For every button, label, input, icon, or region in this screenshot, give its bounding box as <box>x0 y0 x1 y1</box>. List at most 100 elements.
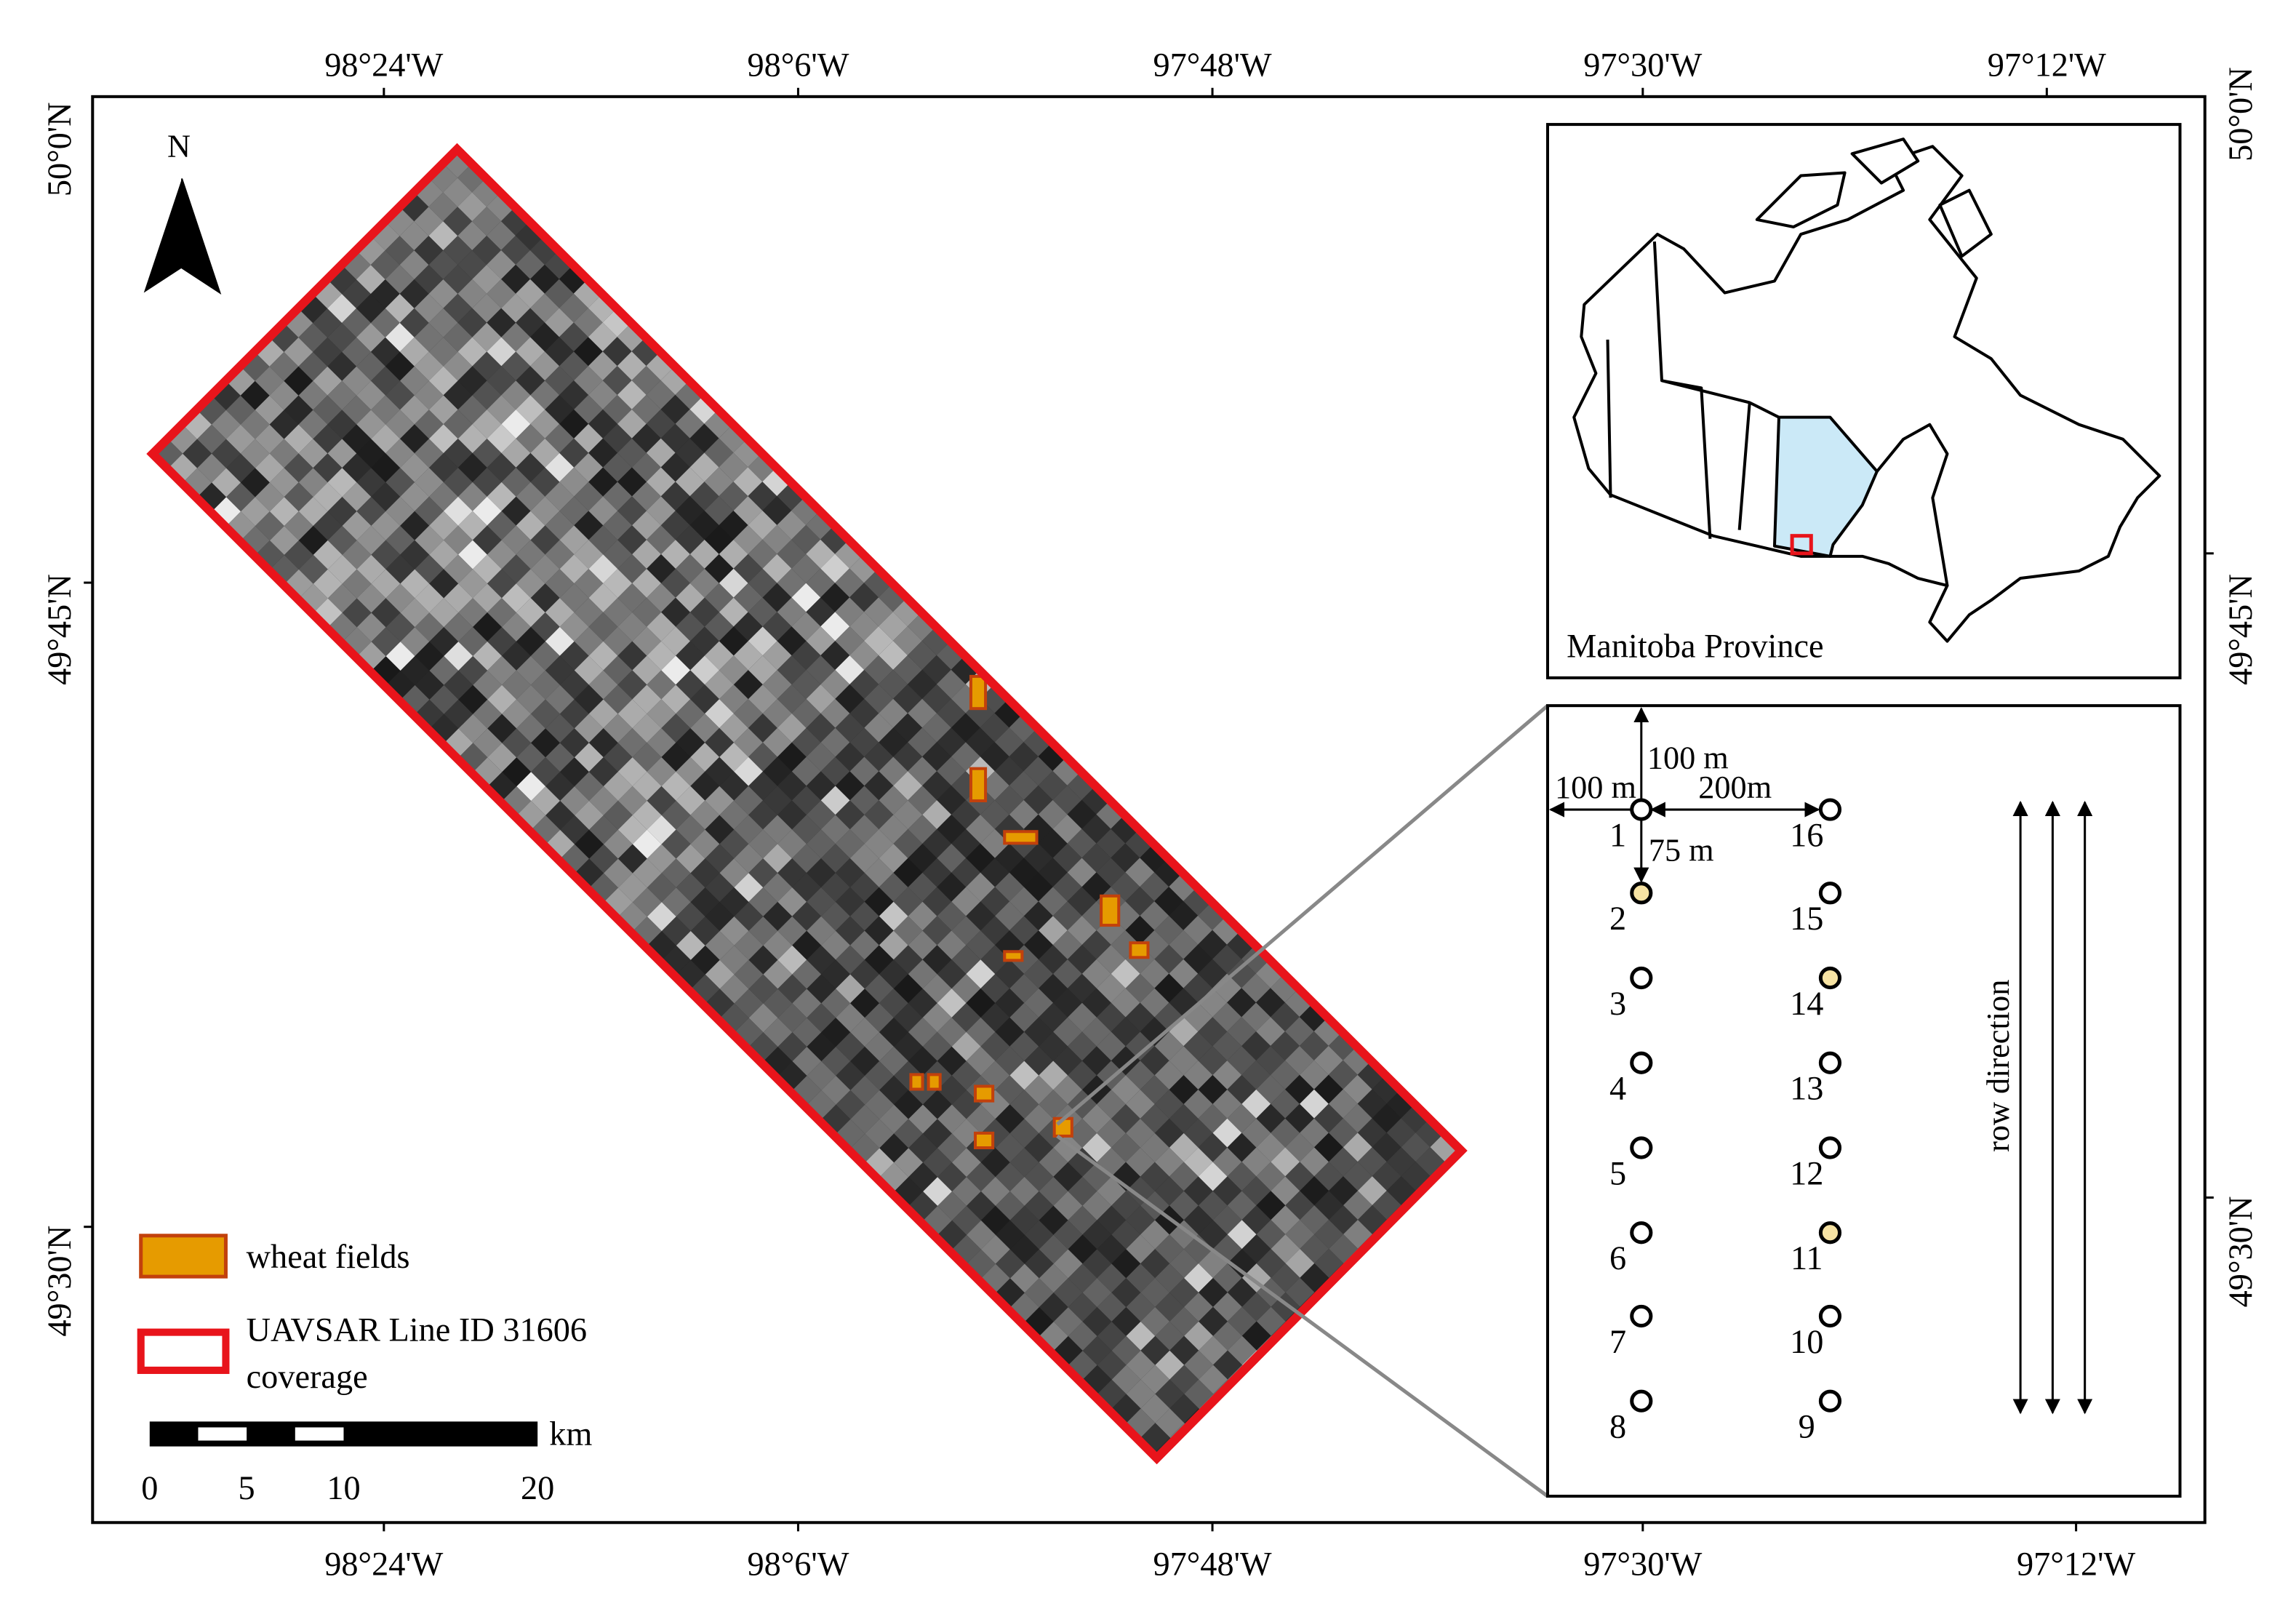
zoom-line <box>1056 704 1549 1126</box>
image-tile <box>255 511 284 541</box>
image-tile <box>1023 756 1053 786</box>
image-tile <box>1081 930 1111 959</box>
image-tile <box>719 887 749 917</box>
image-tile <box>588 467 618 497</box>
image-tile <box>1183 1118 1213 1148</box>
image-tile <box>1082 1278 1112 1308</box>
image-tile <box>428 308 458 337</box>
image-tile <box>937 959 967 989</box>
image-tile <box>1068 1031 1097 1061</box>
image-tile <box>603 511 633 540</box>
canada-outline <box>1572 137 2161 643</box>
image-tile <box>777 539 807 569</box>
image-tile <box>183 439 212 468</box>
image-tile <box>676 873 705 903</box>
image-tile <box>1140 1220 1169 1250</box>
image-tile <box>530 496 560 526</box>
image-tile <box>269 410 299 439</box>
image-tile <box>385 322 415 352</box>
image-tile <box>951 713 980 743</box>
image-tile <box>908 1133 937 1163</box>
image-tile <box>632 714 662 743</box>
image-tile <box>1038 858 1068 887</box>
image-tile <box>879 959 908 989</box>
image-tile <box>647 670 676 700</box>
image-tile <box>1198 1191 1228 1221</box>
image-tile <box>428 424 458 454</box>
image-tile <box>1270 1002 1300 1032</box>
image-tile <box>849 901 879 931</box>
image-tile <box>951 1031 981 1061</box>
image-tile <box>516 279 545 308</box>
image-tile <box>705 786 735 815</box>
image-tile <box>1198 1075 1228 1104</box>
image-tile <box>1155 1234 1184 1264</box>
image-tile <box>370 279 400 308</box>
image-tile <box>705 930 735 960</box>
image-tile <box>762 554 792 583</box>
image-tile <box>952 1205 981 1235</box>
image-tile <box>1140 988 1169 1018</box>
image-tile <box>444 583 473 613</box>
image-tile <box>689 423 719 453</box>
image-tile <box>298 439 328 468</box>
coverage-outline <box>146 143 1468 1465</box>
image-tile <box>588 786 618 815</box>
image-tile <box>225 395 255 425</box>
image-tile <box>559 496 589 526</box>
image-tile <box>864 655 894 684</box>
image-tile <box>588 322 617 352</box>
lat-label: 50°0'N <box>2223 67 2260 161</box>
image-tile <box>676 612 705 642</box>
image-tile <box>1241 1176 1271 1206</box>
image-tile <box>719 829 749 859</box>
image-tile <box>473 728 503 758</box>
image-tile <box>908 1104 937 1134</box>
image-tile <box>473 642 503 671</box>
lon-label: 98°24'W <box>324 1546 443 1583</box>
image-tile <box>574 714 604 743</box>
image-tile <box>893 945 923 975</box>
image-tile <box>690 887 720 917</box>
sampling-point <box>1818 798 1842 821</box>
image-tile <box>763 988 793 1018</box>
image-tile <box>356 525 386 555</box>
image-tile <box>995 901 1024 931</box>
image-tile <box>951 974 981 1004</box>
image-tile <box>429 511 458 540</box>
image-tile <box>1024 1075 1054 1105</box>
image-tile <box>719 974 749 1004</box>
image-tile <box>284 540 313 570</box>
image-tile <box>1009 1090 1039 1119</box>
image-tile <box>342 511 372 540</box>
image-tile <box>545 684 575 714</box>
image-tile <box>676 756 705 786</box>
north-label: N <box>167 128 191 164</box>
image-tile <box>1111 1162 1140 1191</box>
image-tile <box>849 612 879 642</box>
image-tile <box>255 395 284 425</box>
image-tile <box>1052 872 1082 902</box>
image-tile <box>371 482 401 511</box>
image-tile <box>995 1017 1025 1047</box>
image-tile <box>443 177 473 207</box>
image-tile <box>719 539 748 569</box>
image-tile <box>559 351 588 381</box>
image-tile <box>400 511 430 540</box>
lat-label: 49°45'N <box>41 574 79 685</box>
image-tile <box>1053 1220 1083 1250</box>
image-tile <box>545 366 574 396</box>
image-tile <box>617 815 647 844</box>
image-tile <box>1053 1278 1083 1308</box>
image-tile <box>617 496 647 526</box>
image-tile <box>791 727 821 757</box>
row-direction-label: row direction <box>1980 980 2016 1152</box>
satellite-image <box>151 148 1463 1458</box>
image-tile <box>1097 1234 1127 1264</box>
image-tile <box>559 612 589 642</box>
image-tile <box>762 699 792 728</box>
image-tile <box>501 496 531 526</box>
image-tile <box>820 612 850 642</box>
image-tile <box>1155 1379 1185 1409</box>
image-tile <box>1183 1090 1213 1119</box>
